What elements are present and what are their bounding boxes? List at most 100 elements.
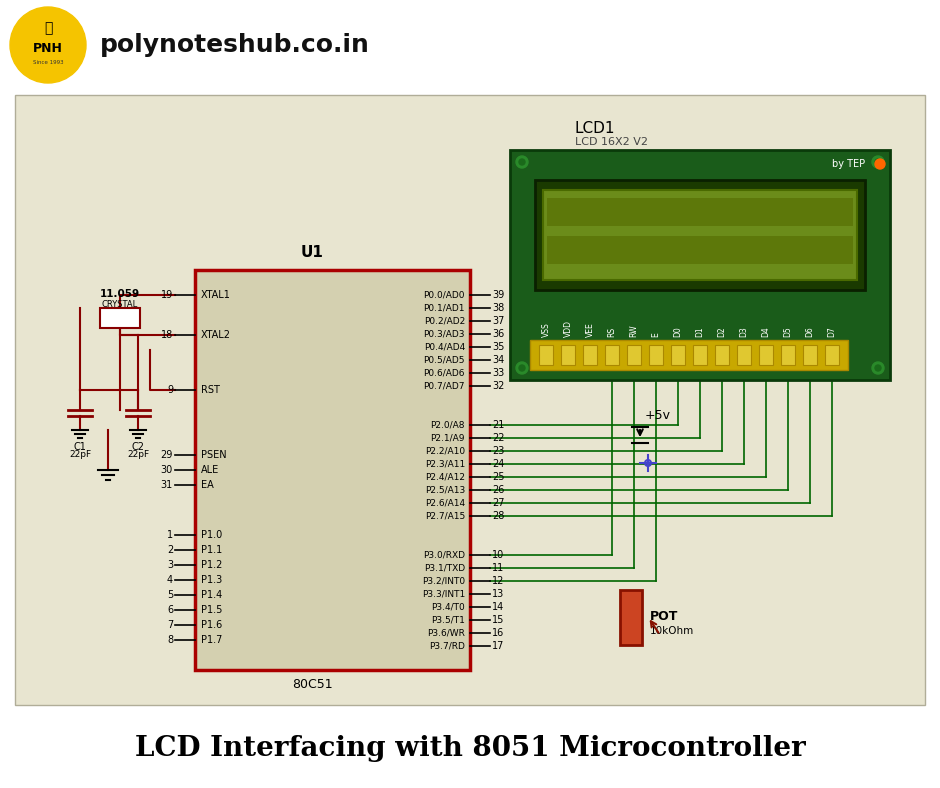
Bar	[825, 345, 839, 365]
Bar	[0, 0, 940, 90]
Text: P2.6/A14: P2.6/A14	[425, 499, 465, 507]
Text: 13: 13	[492, 589, 504, 599]
Text: 25: 25	[492, 472, 505, 482]
Text: 22: 22	[492, 433, 505, 443]
Bar	[620, 590, 642, 645]
Bar	[561, 345, 575, 365]
Text: P1.0: P1.0	[201, 530, 222, 540]
Text: VDD: VDD	[563, 320, 572, 337]
Circle shape	[875, 365, 881, 371]
Bar	[510, 150, 890, 380]
Text: P3.1/TXD: P3.1/TXD	[424, 563, 465, 573]
Text: P0.4/AD4: P0.4/AD4	[424, 343, 465, 351]
Text: LCD Interfacing with 8051 Microcontroller: LCD Interfacing with 8051 Microcontrolle…	[134, 734, 806, 761]
Text: P1.6: P1.6	[201, 620, 222, 630]
Text: 🎓: 🎓	[44, 21, 53, 35]
Text: P3.6/WR: P3.6/WR	[427, 629, 465, 637]
Text: P3.0/RXD: P3.0/RXD	[423, 551, 465, 559]
Text: LCD 16X2 V2: LCD 16X2 V2	[575, 137, 648, 147]
Bar	[737, 345, 751, 365]
Text: 9: 9	[167, 385, 173, 395]
Text: 10kOhm: 10kOhm	[650, 626, 695, 636]
Text: 28: 28	[492, 511, 505, 521]
Circle shape	[516, 156, 528, 168]
Text: U1: U1	[301, 244, 324, 259]
Text: ALE: ALE	[201, 465, 219, 475]
Circle shape	[875, 159, 885, 169]
Text: 80C51: 80C51	[292, 678, 333, 690]
Text: PNH: PNH	[33, 42, 63, 54]
Text: P2.1/A9: P2.1/A9	[431, 433, 465, 443]
Text: P1.1: P1.1	[201, 545, 222, 555]
Bar	[627, 345, 641, 365]
Text: 16: 16	[492, 628, 504, 638]
Circle shape	[10, 7, 86, 83]
Text: D4: D4	[761, 326, 771, 337]
Circle shape	[519, 159, 525, 165]
Text: polynoteshub.co.in: polynoteshub.co.in	[100, 33, 369, 57]
Text: by TEP: by TEP	[832, 159, 865, 169]
Text: P3.4/T0: P3.4/T0	[431, 603, 465, 611]
Text: 31: 31	[161, 480, 173, 490]
Text: VSS: VSS	[541, 322, 551, 337]
Bar	[543, 190, 857, 280]
Text: 15: 15	[492, 615, 505, 625]
Text: P2.2/A10: P2.2/A10	[425, 447, 465, 455]
Text: CRYSTAL: CRYSTAL	[102, 299, 138, 308]
Text: 10: 10	[492, 550, 504, 560]
Text: XTAL2: XTAL2	[201, 330, 231, 340]
Bar	[693, 345, 707, 365]
Text: P2.4/A12: P2.4/A12	[425, 473, 465, 481]
Text: 19: 19	[161, 290, 173, 300]
Text: P3.5/T1: P3.5/T1	[431, 615, 465, 625]
Bar	[715, 345, 729, 365]
Text: 36: 36	[492, 329, 504, 339]
Text: P0.3/AD3: P0.3/AD3	[424, 329, 465, 339]
Text: 2: 2	[166, 545, 173, 555]
Text: PSEN: PSEN	[201, 450, 227, 460]
Bar	[781, 345, 795, 365]
Bar	[547, 198, 853, 226]
Text: 11: 11	[492, 563, 504, 573]
Text: P0.5/AD5: P0.5/AD5	[424, 355, 465, 365]
Text: D0: D0	[673, 326, 682, 337]
Text: P2.3/A11: P2.3/A11	[425, 459, 465, 469]
Text: 12: 12	[492, 576, 505, 586]
Text: 24: 24	[492, 459, 505, 469]
Text: P0.2/AD2: P0.2/AD2	[424, 317, 465, 325]
Text: LCD1: LCD1	[575, 121, 616, 136]
Text: D3: D3	[740, 326, 748, 337]
Text: 7: 7	[166, 620, 173, 630]
Text: E: E	[651, 333, 661, 337]
Text: 35: 35	[492, 342, 505, 352]
Text: 30: 30	[161, 465, 173, 475]
Text: 4: 4	[167, 575, 173, 585]
Text: P1.3: P1.3	[201, 575, 222, 585]
Circle shape	[872, 362, 884, 374]
Circle shape	[872, 156, 884, 168]
Text: D5: D5	[784, 326, 792, 337]
Text: 3: 3	[167, 560, 173, 570]
Text: 18: 18	[161, 330, 173, 340]
Text: 6: 6	[167, 605, 173, 615]
Bar	[649, 345, 663, 365]
Circle shape	[516, 362, 528, 374]
Bar	[605, 345, 619, 365]
Text: P3.3/INT1: P3.3/INT1	[422, 589, 465, 599]
Text: 26: 26	[492, 485, 505, 495]
Text: 17: 17	[492, 641, 505, 651]
Text: P2.5/A13: P2.5/A13	[425, 485, 465, 495]
Text: P0.6/AD6: P0.6/AD6	[424, 369, 465, 377]
Text: Since 1993: Since 1993	[33, 60, 63, 65]
Text: 29: 29	[161, 450, 173, 460]
Text: P3.7/RD: P3.7/RD	[430, 641, 465, 651]
Text: P1.4: P1.4	[201, 590, 222, 600]
Text: C2: C2	[132, 442, 145, 452]
Text: P0.0/AD0: P0.0/AD0	[424, 291, 465, 299]
Text: VEE: VEE	[586, 322, 594, 337]
Text: D2: D2	[717, 326, 727, 337]
Text: P1.5: P1.5	[201, 605, 223, 615]
Text: 33: 33	[492, 368, 504, 378]
Text: 5: 5	[166, 590, 173, 600]
Text: D7: D7	[827, 326, 837, 337]
